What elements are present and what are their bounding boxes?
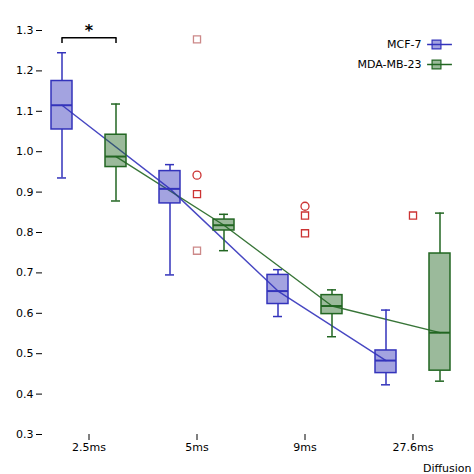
svg-text:0.9: 0.9 (16, 186, 34, 199)
svg-text:0.6: 0.6 (16, 307, 34, 320)
svg-text:MCF-7: MCF-7 (387, 38, 421, 51)
svg-text:1.2: 1.2 (16, 64, 34, 77)
svg-text:*: * (85, 21, 94, 40)
svg-text:1.1: 1.1 (16, 105, 34, 118)
svg-text:2.5ms: 2.5ms (72, 441, 106, 454)
svg-text:0.5: 0.5 (16, 347, 34, 360)
svg-text:27.6ms: 27.6ms (393, 441, 434, 454)
svg-text:1.0: 1.0 (16, 145, 34, 158)
svg-text:0.3: 0.3 (16, 428, 34, 441)
svg-text:0.7: 0.7 (16, 266, 34, 279)
svg-text:Diffusion: Diffusion (423, 462, 472, 474)
svg-text:5ms: 5ms (185, 441, 209, 454)
svg-text:0.4: 0.4 (16, 388, 34, 401)
svg-text:MDA-MB-23: MDA-MB-23 (357, 58, 421, 71)
svg-text:0.8: 0.8 (16, 226, 34, 239)
svg-text:1.3: 1.3 (16, 24, 34, 37)
svg-text:9ms: 9ms (293, 441, 317, 454)
